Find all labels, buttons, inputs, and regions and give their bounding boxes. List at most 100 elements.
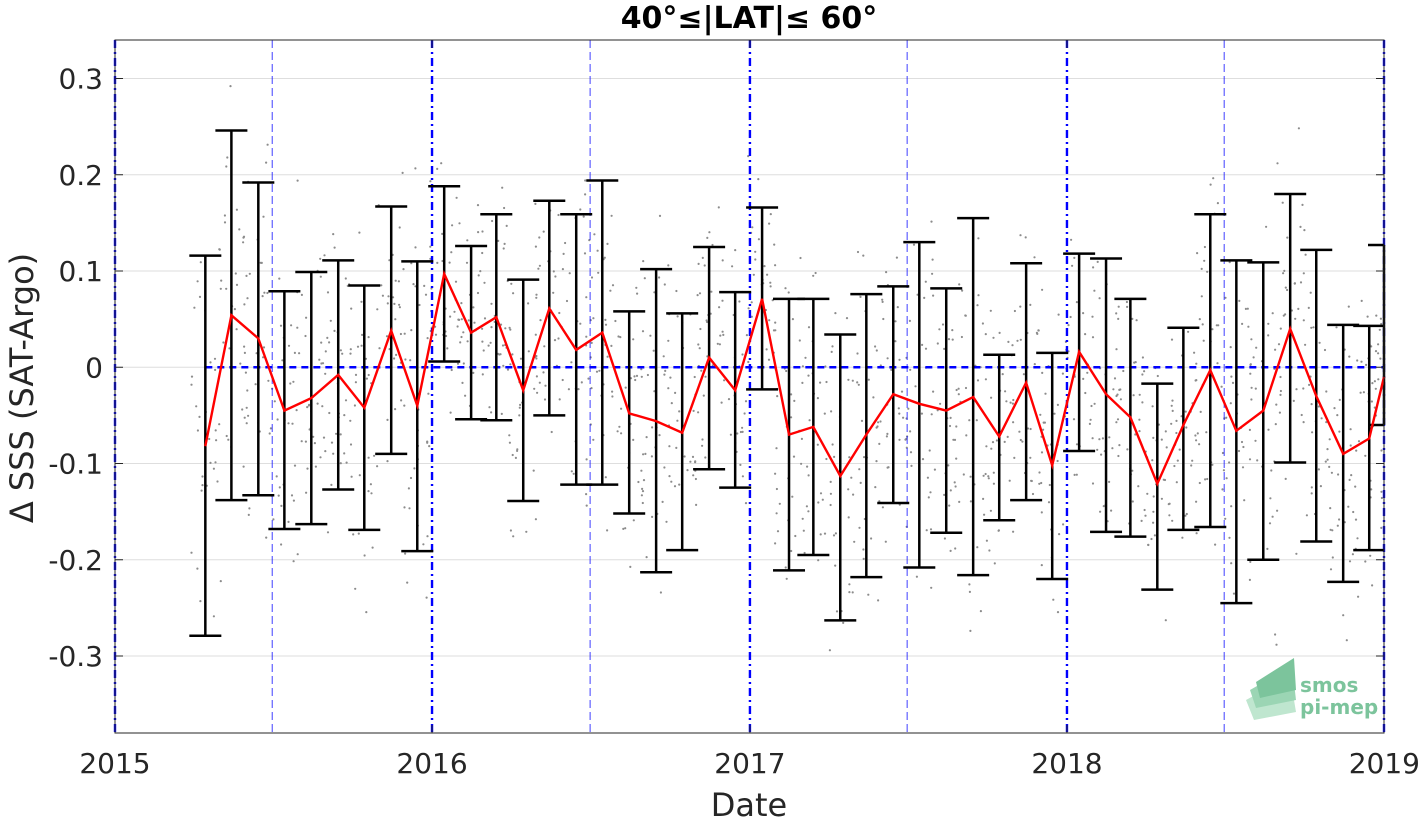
scatter-point <box>747 360 750 364</box>
scatter-point <box>291 422 294 425</box>
scatter-point <box>1356 359 1359 362</box>
scatter-point <box>1377 343 1380 346</box>
scatter-point <box>458 222 461 225</box>
scatter-point <box>1307 306 1310 309</box>
scatter-point <box>328 341 331 344</box>
scatter-point <box>1329 568 1333 571</box>
scatter-point <box>1125 300 1128 304</box>
scatter-point <box>1230 375 1233 378</box>
scatter-point <box>606 529 609 532</box>
scatter-point <box>957 387 960 390</box>
scatter-point <box>1241 466 1245 469</box>
scatter-point <box>436 261 439 264</box>
scatter-point <box>765 348 768 351</box>
scatter-point <box>1250 386 1253 389</box>
scatter-point <box>1029 456 1032 459</box>
scatter-point <box>1190 464 1193 467</box>
scatter-point <box>894 320 897 323</box>
scatter-point <box>592 438 595 441</box>
scatter-point <box>1370 400 1373 403</box>
scatter-point <box>1377 352 1380 355</box>
scatter-point <box>670 402 673 405</box>
scatter-point <box>833 455 836 458</box>
scatter-point <box>1374 387 1377 390</box>
scatter-point <box>1240 440 1244 444</box>
scatter-point <box>243 303 246 306</box>
scatter-point <box>272 518 275 521</box>
scatter-point <box>856 381 859 384</box>
scatter-point <box>266 143 269 146</box>
scatter-point <box>604 318 607 321</box>
scatter-point <box>886 432 889 435</box>
scatter-point <box>367 456 370 459</box>
scatter-point <box>689 460 692 463</box>
scatter-point <box>316 402 319 405</box>
scatter-point <box>644 452 647 455</box>
scatter-point <box>322 436 326 439</box>
scatter-point <box>1144 514 1147 517</box>
scatter-point <box>1111 447 1114 450</box>
scatter-point <box>326 531 330 534</box>
scatter-point <box>335 432 338 435</box>
scatter-point <box>658 276 661 279</box>
scatter-point <box>538 236 541 239</box>
scatter-point <box>403 332 406 335</box>
scatter-point <box>1116 393 1119 396</box>
scatter-point <box>847 378 850 381</box>
scatter-point <box>1364 560 1367 563</box>
scatter-point <box>387 295 390 298</box>
scatter-point <box>708 231 711 234</box>
scatter-point <box>1035 331 1038 334</box>
scatter-point <box>467 319 470 322</box>
scatter-point <box>481 327 484 330</box>
scatter-point <box>535 357 538 360</box>
scatter-point <box>597 271 600 274</box>
scatter-point <box>593 233 596 236</box>
scatter-point <box>835 610 839 613</box>
scatter-point <box>1117 305 1120 308</box>
scatter-point <box>408 507 411 510</box>
scatter-point <box>1093 402 1096 405</box>
scatter-point <box>453 310 456 313</box>
scatter-point <box>365 611 368 614</box>
scatter-point <box>292 499 295 502</box>
scatter-point <box>977 294 980 297</box>
scatter-point <box>332 233 335 236</box>
scatter-point <box>757 238 761 241</box>
scatter-point <box>1170 422 1173 425</box>
scatter-point <box>1310 403 1313 406</box>
scatter-point <box>1181 536 1184 539</box>
scatter-point <box>819 533 822 536</box>
scatter-point <box>292 380 295 383</box>
scatter-point <box>921 458 925 461</box>
scatter-point <box>938 328 941 331</box>
scatter-point <box>1246 307 1249 310</box>
scatter-point <box>562 252 565 255</box>
scatter-point <box>872 396 875 399</box>
scatter-point <box>242 241 245 244</box>
scatter-point <box>1141 373 1144 376</box>
scatter-point <box>1326 458 1329 461</box>
scatter-point <box>198 295 202 298</box>
scatter-point <box>701 444 704 447</box>
scatter-point <box>947 464 950 467</box>
scatter-point <box>697 343 700 346</box>
scatter-point <box>670 480 673 483</box>
scatter-point <box>504 327 507 330</box>
scatter-point <box>1282 272 1285 275</box>
scatter-point <box>1041 371 1044 374</box>
scatter-point <box>505 224 508 227</box>
scatter-point <box>262 346 266 349</box>
scatter-point <box>410 262 413 265</box>
scatter-point <box>239 362 242 365</box>
scatter-point <box>1336 414 1339 417</box>
scatter-point <box>1286 236 1289 239</box>
scatter-point <box>1091 437 1094 440</box>
smos-pimep-logo: smos pi-mep <box>1246 658 1378 720</box>
scatter-point <box>1138 393 1141 396</box>
scatter-point <box>1302 319 1305 322</box>
scatter-point <box>1026 427 1030 430</box>
scatter-point <box>1349 444 1352 447</box>
reference-lines <box>113 40 1386 733</box>
scatter-point <box>352 533 355 536</box>
